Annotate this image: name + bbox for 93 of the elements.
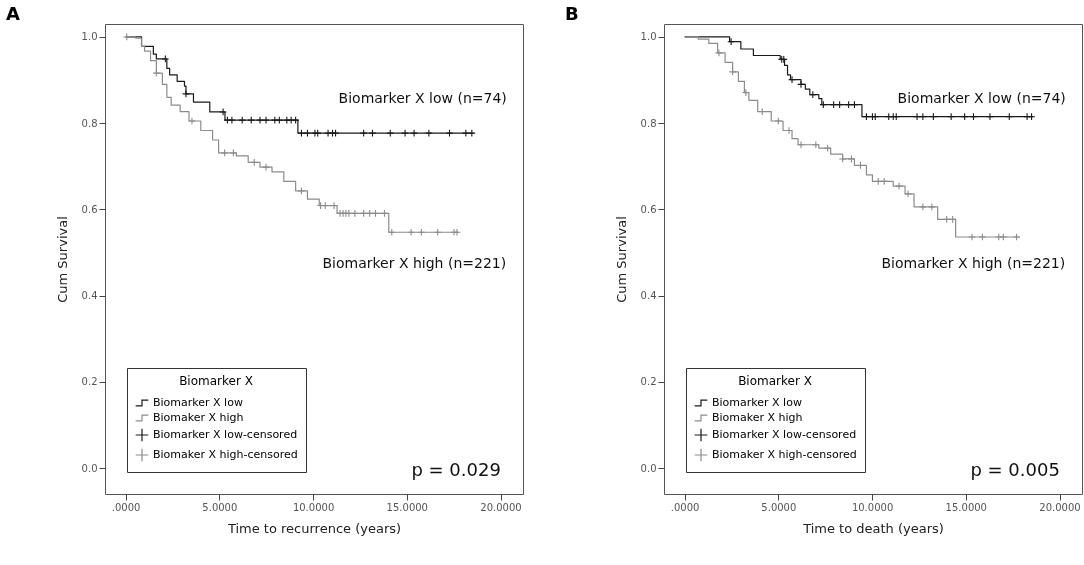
annotation: p = 0.005 (970, 458, 1060, 480)
y-tick-label: 1.0 (640, 31, 657, 43)
point (256, 116, 264, 125)
point (324, 129, 332, 137)
point (467, 129, 476, 137)
y-tick-label: 1.0 (81, 31, 98, 43)
chart-title: B (565, 3, 579, 24)
point (797, 80, 805, 89)
point (1012, 233, 1021, 241)
point (262, 116, 270, 125)
point (297, 186, 306, 195)
point (797, 140, 805, 149)
point (297, 129, 306, 137)
point (847, 155, 856, 163)
y-tick-label: 0.2 (81, 376, 98, 388)
legend-label: Biomaker X high-censored (153, 448, 298, 461)
point (774, 117, 783, 125)
x-tick-label: .0000 (670, 501, 700, 513)
point (838, 155, 847, 163)
point (262, 163, 270, 172)
x-axis-title: Time to death (years) (802, 520, 944, 536)
point (407, 228, 415, 237)
legend-title: Biomarker X (738, 374, 812, 388)
point (788, 75, 796, 84)
point (994, 233, 1003, 241)
point (359, 129, 368, 137)
point (461, 129, 470, 137)
legend-label: Biomaker X high (153, 411, 244, 424)
annotation: Biomarker X high (n=221) (322, 254, 507, 271)
point (1023, 112, 1031, 121)
annotation: Biomarker X low (n=74) (897, 90, 1066, 107)
point (904, 189, 912, 198)
legend-title: Biomarker X (179, 374, 253, 388)
y-tick-label: 0.8 (81, 117, 98, 129)
point (182, 89, 190, 98)
y-axis-title: Cum Survival (613, 216, 629, 303)
point (895, 182, 903, 191)
point (229, 149, 238, 157)
y-tick-label: 0.0 (640, 462, 657, 474)
point (401, 129, 409, 137)
point (968, 233, 976, 241)
y-tick-label: 0.4 (640, 290, 657, 302)
y-tick-label: 0.8 (640, 117, 657, 129)
point (425, 129, 433, 137)
point (999, 233, 1008, 241)
legend-label: Biomarker X low-censored (153, 428, 298, 441)
point (219, 108, 227, 116)
point (386, 129, 395, 137)
x-tick-label: 10.0000 (851, 501, 894, 513)
point (927, 202, 936, 211)
point (188, 117, 196, 125)
x-tick-label: 15.0000 (386, 501, 428, 513)
x-tick-label: .0000 (111, 501, 141, 513)
annotation: p = 0.029 (411, 458, 501, 480)
legend-label: Biomaker X high-censored (712, 448, 857, 461)
point (228, 116, 236, 125)
point (450, 228, 458, 237)
point (986, 112, 994, 121)
point (303, 129, 312, 137)
point (918, 112, 927, 121)
legend-label: Biomarker X low (712, 396, 802, 409)
x-tick-label: 5.0000 (761, 501, 797, 513)
y-axis-title: Cum Survival (54, 216, 70, 303)
point (918, 202, 927, 211)
point (350, 209, 359, 218)
point (445, 129, 454, 137)
point (728, 67, 737, 76)
x-tick-label: 10.0000 (292, 501, 335, 513)
y-tick-label: 0.6 (640, 203, 657, 215)
x-axis-title: Time to recurrence (years) (226, 520, 402, 536)
x-tick-label: 15.0000 (945, 501, 987, 513)
legend-label: Biomaker X high (712, 411, 803, 424)
point (727, 37, 736, 46)
y-tick-label: 0.6 (81, 203, 98, 215)
point (453, 228, 461, 237)
x-tick-label: 5.0000 (202, 501, 238, 513)
point (913, 112, 921, 121)
point (715, 48, 723, 57)
point (978, 233, 987, 241)
annotation: Biomarker X high (n=221) (881, 254, 1066, 271)
x-tick-label: 20.0000 (480, 501, 522, 513)
chart-title: A (6, 3, 21, 24)
annotation: Biomarker X low (n=74) (338, 90, 507, 107)
x-tick-label: 20.0000 (1039, 501, 1081, 513)
y-tick-label: 0.4 (81, 290, 98, 302)
point (220, 149, 229, 157)
point (410, 129, 418, 137)
legend-label: Biomarker X low (153, 396, 243, 409)
y-tick-label: 0.0 (81, 462, 98, 474)
y-tick-label: 0.2 (640, 376, 657, 388)
point (161, 55, 170, 63)
point (368, 129, 377, 137)
legend-label: Biomarker X low-censored (712, 428, 857, 441)
